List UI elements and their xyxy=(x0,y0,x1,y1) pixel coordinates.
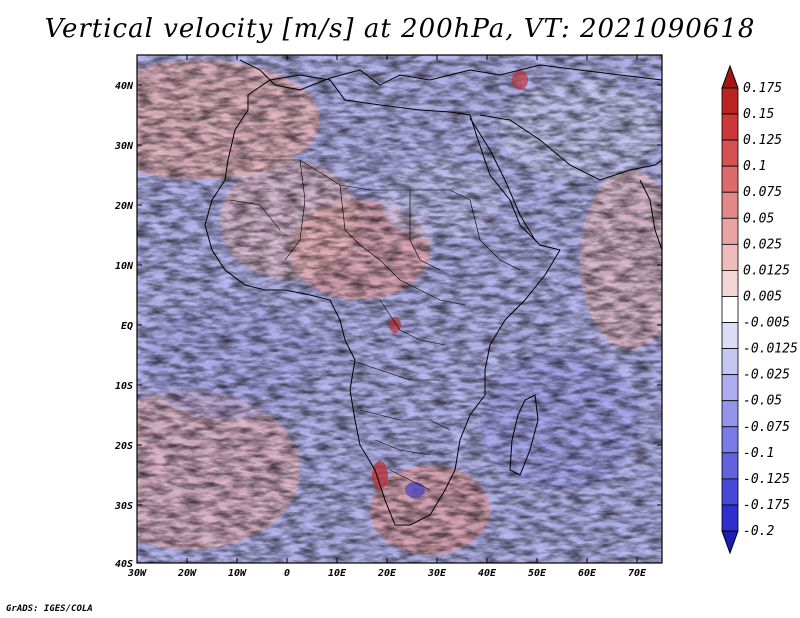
colorbar-label: -0.05 xyxy=(743,394,782,409)
colorbar-segment xyxy=(721,243,739,271)
lat-tick-label: EQ xyxy=(121,321,133,332)
lon-tick-label: 60E xyxy=(578,568,597,579)
lat-tick-label: 30S xyxy=(114,501,133,512)
colorbar-label: -0.0125 xyxy=(743,342,798,357)
colorbar-segment xyxy=(721,374,739,402)
coastlines xyxy=(204,59,663,526)
colorbar-segment xyxy=(721,165,739,193)
colorbar-segment xyxy=(721,348,739,376)
colorbar-label: -0.025 xyxy=(743,368,790,383)
colorbar-label: -0.175 xyxy=(743,498,790,513)
colorbar-segment xyxy=(721,504,739,532)
colorbar-label: -0.1 xyxy=(743,446,774,461)
colorbar-top-arrow xyxy=(721,64,739,89)
colorbar-segment xyxy=(721,478,739,506)
colorbar-segment xyxy=(721,87,739,115)
colorbar-segment xyxy=(721,113,739,141)
colorbar-label: -0.005 xyxy=(743,316,790,331)
colorbar-label: 0.125 xyxy=(743,133,782,148)
lon-tick-label: 10W xyxy=(228,568,247,579)
lat-tick-label: 10S xyxy=(115,381,133,392)
colorbar-label: -0.125 xyxy=(743,472,790,487)
colorbar-label: -0.2 xyxy=(743,524,774,539)
longitude-axis: 30W 20W 10W 0 10E 20E 30E 40E 50E 60E 70E xyxy=(127,568,647,579)
colorbar-label: -0.075 xyxy=(743,420,790,435)
colorbar: 0.175 0.15 0.125 0.1 0.075 0.05 0.025 0.0125 0.0… xyxy=(721,64,798,555)
colorbar-segment xyxy=(721,322,739,349)
axis-ticks xyxy=(136,55,662,564)
velocity-field xyxy=(137,55,662,563)
colorbar-label: 0.005 xyxy=(743,289,782,304)
lat-tick-label: 10N xyxy=(115,261,134,272)
grads-credit: GrADS: IGES/COLA xyxy=(6,604,93,614)
europe-coastline xyxy=(239,59,663,91)
colorbar-label: 0.15 xyxy=(743,107,774,122)
lon-tick-label: 20W xyxy=(177,568,197,579)
colorbar-segment xyxy=(721,296,739,323)
red-sea-coast xyxy=(469,117,536,241)
colorbar-segment xyxy=(721,217,739,245)
latitude-axis: 40N 30N 20N 10N EQ 10S 20S 30S 40S xyxy=(114,81,134,570)
lat-tick-label: 20N xyxy=(114,201,134,212)
colorbar-label: 0.05 xyxy=(743,211,774,226)
colorbar-segment xyxy=(721,452,739,480)
colorbar-segment xyxy=(721,139,739,167)
colorbar-label: 0.175 xyxy=(743,81,782,96)
lon-tick-label: 40E xyxy=(478,568,497,579)
lat-tick-label: 30N xyxy=(114,141,134,152)
india-coast xyxy=(639,179,663,251)
colorbar-segment xyxy=(721,191,739,219)
lon-tick-label: 20E xyxy=(377,568,397,579)
colorbar-label: 0.0125 xyxy=(743,263,790,278)
colorbar-segment xyxy=(721,426,739,454)
colorbar-label: 0.1 xyxy=(743,159,766,174)
lon-tick-label: 10E xyxy=(328,568,347,579)
country-borders xyxy=(229,159,521,491)
africa-coastline xyxy=(204,74,561,526)
arabia-coastline xyxy=(479,114,663,181)
lat-tick-label: 40N xyxy=(115,81,134,92)
colorbar-bottom-arrow xyxy=(721,530,739,555)
colorbar-label: 0.025 xyxy=(743,237,782,252)
lon-tick-label: 50E xyxy=(528,568,547,579)
lat-tick-label: 20S xyxy=(114,441,133,452)
colorbar-label: 0.075 xyxy=(743,185,782,200)
lon-tick-label: 0 xyxy=(284,568,290,579)
chart-title: Vertical velocity [m/s] at 200hPa, VT: 2… xyxy=(44,14,756,44)
colorbar-segment xyxy=(721,270,739,297)
madagascar xyxy=(509,394,539,476)
lon-tick-label: 30W xyxy=(127,568,147,579)
colorbar-segment xyxy=(721,400,739,428)
map-frame xyxy=(136,54,663,564)
lon-tick-label: 30E xyxy=(427,568,447,579)
lon-tick-label: 70E xyxy=(628,568,647,579)
lat-tick-label: 40S xyxy=(115,559,133,570)
